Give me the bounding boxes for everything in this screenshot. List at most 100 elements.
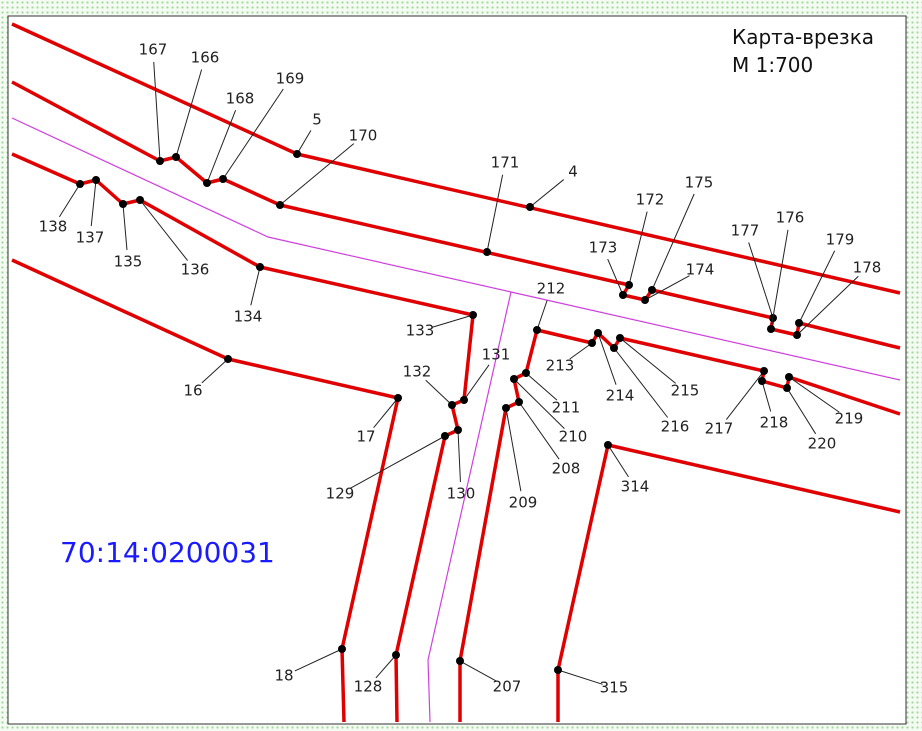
point	[92, 176, 100, 184]
point	[554, 666, 562, 674]
point-label: 220	[808, 435, 837, 453]
point	[502, 404, 510, 412]
point	[460, 396, 468, 404]
point	[767, 325, 775, 333]
point	[136, 196, 144, 204]
point	[604, 441, 612, 449]
map-scale: М 1:700	[732, 53, 813, 77]
leader-line	[139, 199, 188, 261]
point	[594, 329, 602, 337]
point	[619, 291, 627, 299]
point	[795, 319, 803, 327]
leader-line	[505, 407, 522, 492]
leader-line	[459, 660, 497, 682]
leader-line	[206, 109, 237, 184]
leader-line	[607, 444, 629, 478]
boundary-line	[458, 328, 901, 722]
point-label: 314	[621, 478, 650, 496]
leader-line	[597, 332, 617, 385]
point-label: 136	[181, 261, 210, 279]
leader-line	[431, 314, 474, 329]
leader-line	[651, 193, 695, 291]
point-label: 4	[568, 163, 578, 181]
point-label: 218	[760, 414, 789, 432]
leader-line	[748, 242, 774, 319]
leader-line	[628, 211, 648, 286]
point	[76, 180, 84, 188]
point-label: 176	[776, 209, 805, 227]
point-label: 135	[114, 253, 143, 271]
point-label: 137	[76, 229, 105, 247]
axis-line	[510, 291, 901, 381]
point-label: 172	[636, 191, 665, 209]
leader-line	[770, 229, 789, 330]
point-label: 131	[482, 346, 511, 364]
point	[515, 398, 523, 406]
leader-line	[294, 648, 343, 672]
leader-line	[796, 275, 859, 336]
point	[483, 248, 491, 256]
point	[219, 175, 227, 183]
point-label: 179	[826, 231, 855, 249]
point-label: 177	[731, 222, 760, 240]
point	[526, 203, 534, 211]
leader-line	[122, 203, 128, 251]
leader-line	[798, 250, 836, 324]
point-label: 178	[853, 259, 882, 277]
leader-line	[613, 347, 669, 418]
leader-line	[175, 69, 203, 158]
leader-line	[153, 61, 161, 162]
point-label: 134	[234, 308, 263, 326]
point	[785, 373, 793, 381]
point-label: 168	[226, 90, 255, 108]
point	[510, 375, 518, 383]
point-label: 128	[354, 678, 383, 696]
point	[533, 326, 541, 334]
point-label: 214	[606, 387, 635, 405]
leader-line	[529, 179, 565, 208]
point	[610, 344, 618, 352]
point-label: 170	[349, 127, 378, 145]
point-label: 211	[552, 399, 581, 417]
point	[793, 331, 801, 339]
leader-line	[375, 654, 397, 679]
point-label: 219	[835, 410, 864, 428]
leader-line	[619, 337, 677, 384]
point	[441, 432, 449, 440]
point-label: 315	[600, 679, 629, 697]
point-label: 210	[559, 428, 588, 446]
map-frame	[7, 15, 907, 725]
point	[469, 311, 477, 319]
points: 167 166 168 169 5 170 171 4 172 175 173 174 177 176 17…	[39, 41, 882, 697]
leader-line	[222, 88, 284, 180]
leader-line	[725, 370, 765, 420]
point-label: 129	[326, 485, 355, 503]
parcel-number: 70:14:0200031	[60, 536, 275, 569]
point-label: 16	[183, 382, 202, 400]
point	[224, 355, 232, 363]
leader-line	[513, 378, 565, 429]
point	[648, 286, 656, 294]
point-label: 5	[312, 111, 322, 129]
point-label: 174	[686, 261, 715, 279]
point-label: 217	[705, 420, 734, 438]
point-label: 209	[509, 494, 538, 512]
point-label: 175	[685, 174, 714, 192]
point	[203, 179, 211, 187]
leader-line	[350, 435, 446, 489]
leader-line	[463, 364, 490, 401]
point-label: 215	[671, 382, 700, 400]
leader-line	[525, 372, 558, 401]
leader-line	[425, 379, 453, 406]
point-label: 216	[661, 418, 690, 436]
point	[522, 369, 530, 377]
point-label: 138	[39, 218, 68, 236]
point	[760, 367, 768, 375]
leader-line	[518, 401, 560, 460]
point-label: 212	[537, 280, 566, 298]
point	[276, 201, 284, 209]
point-label: 130	[447, 485, 476, 503]
point	[293, 150, 301, 158]
